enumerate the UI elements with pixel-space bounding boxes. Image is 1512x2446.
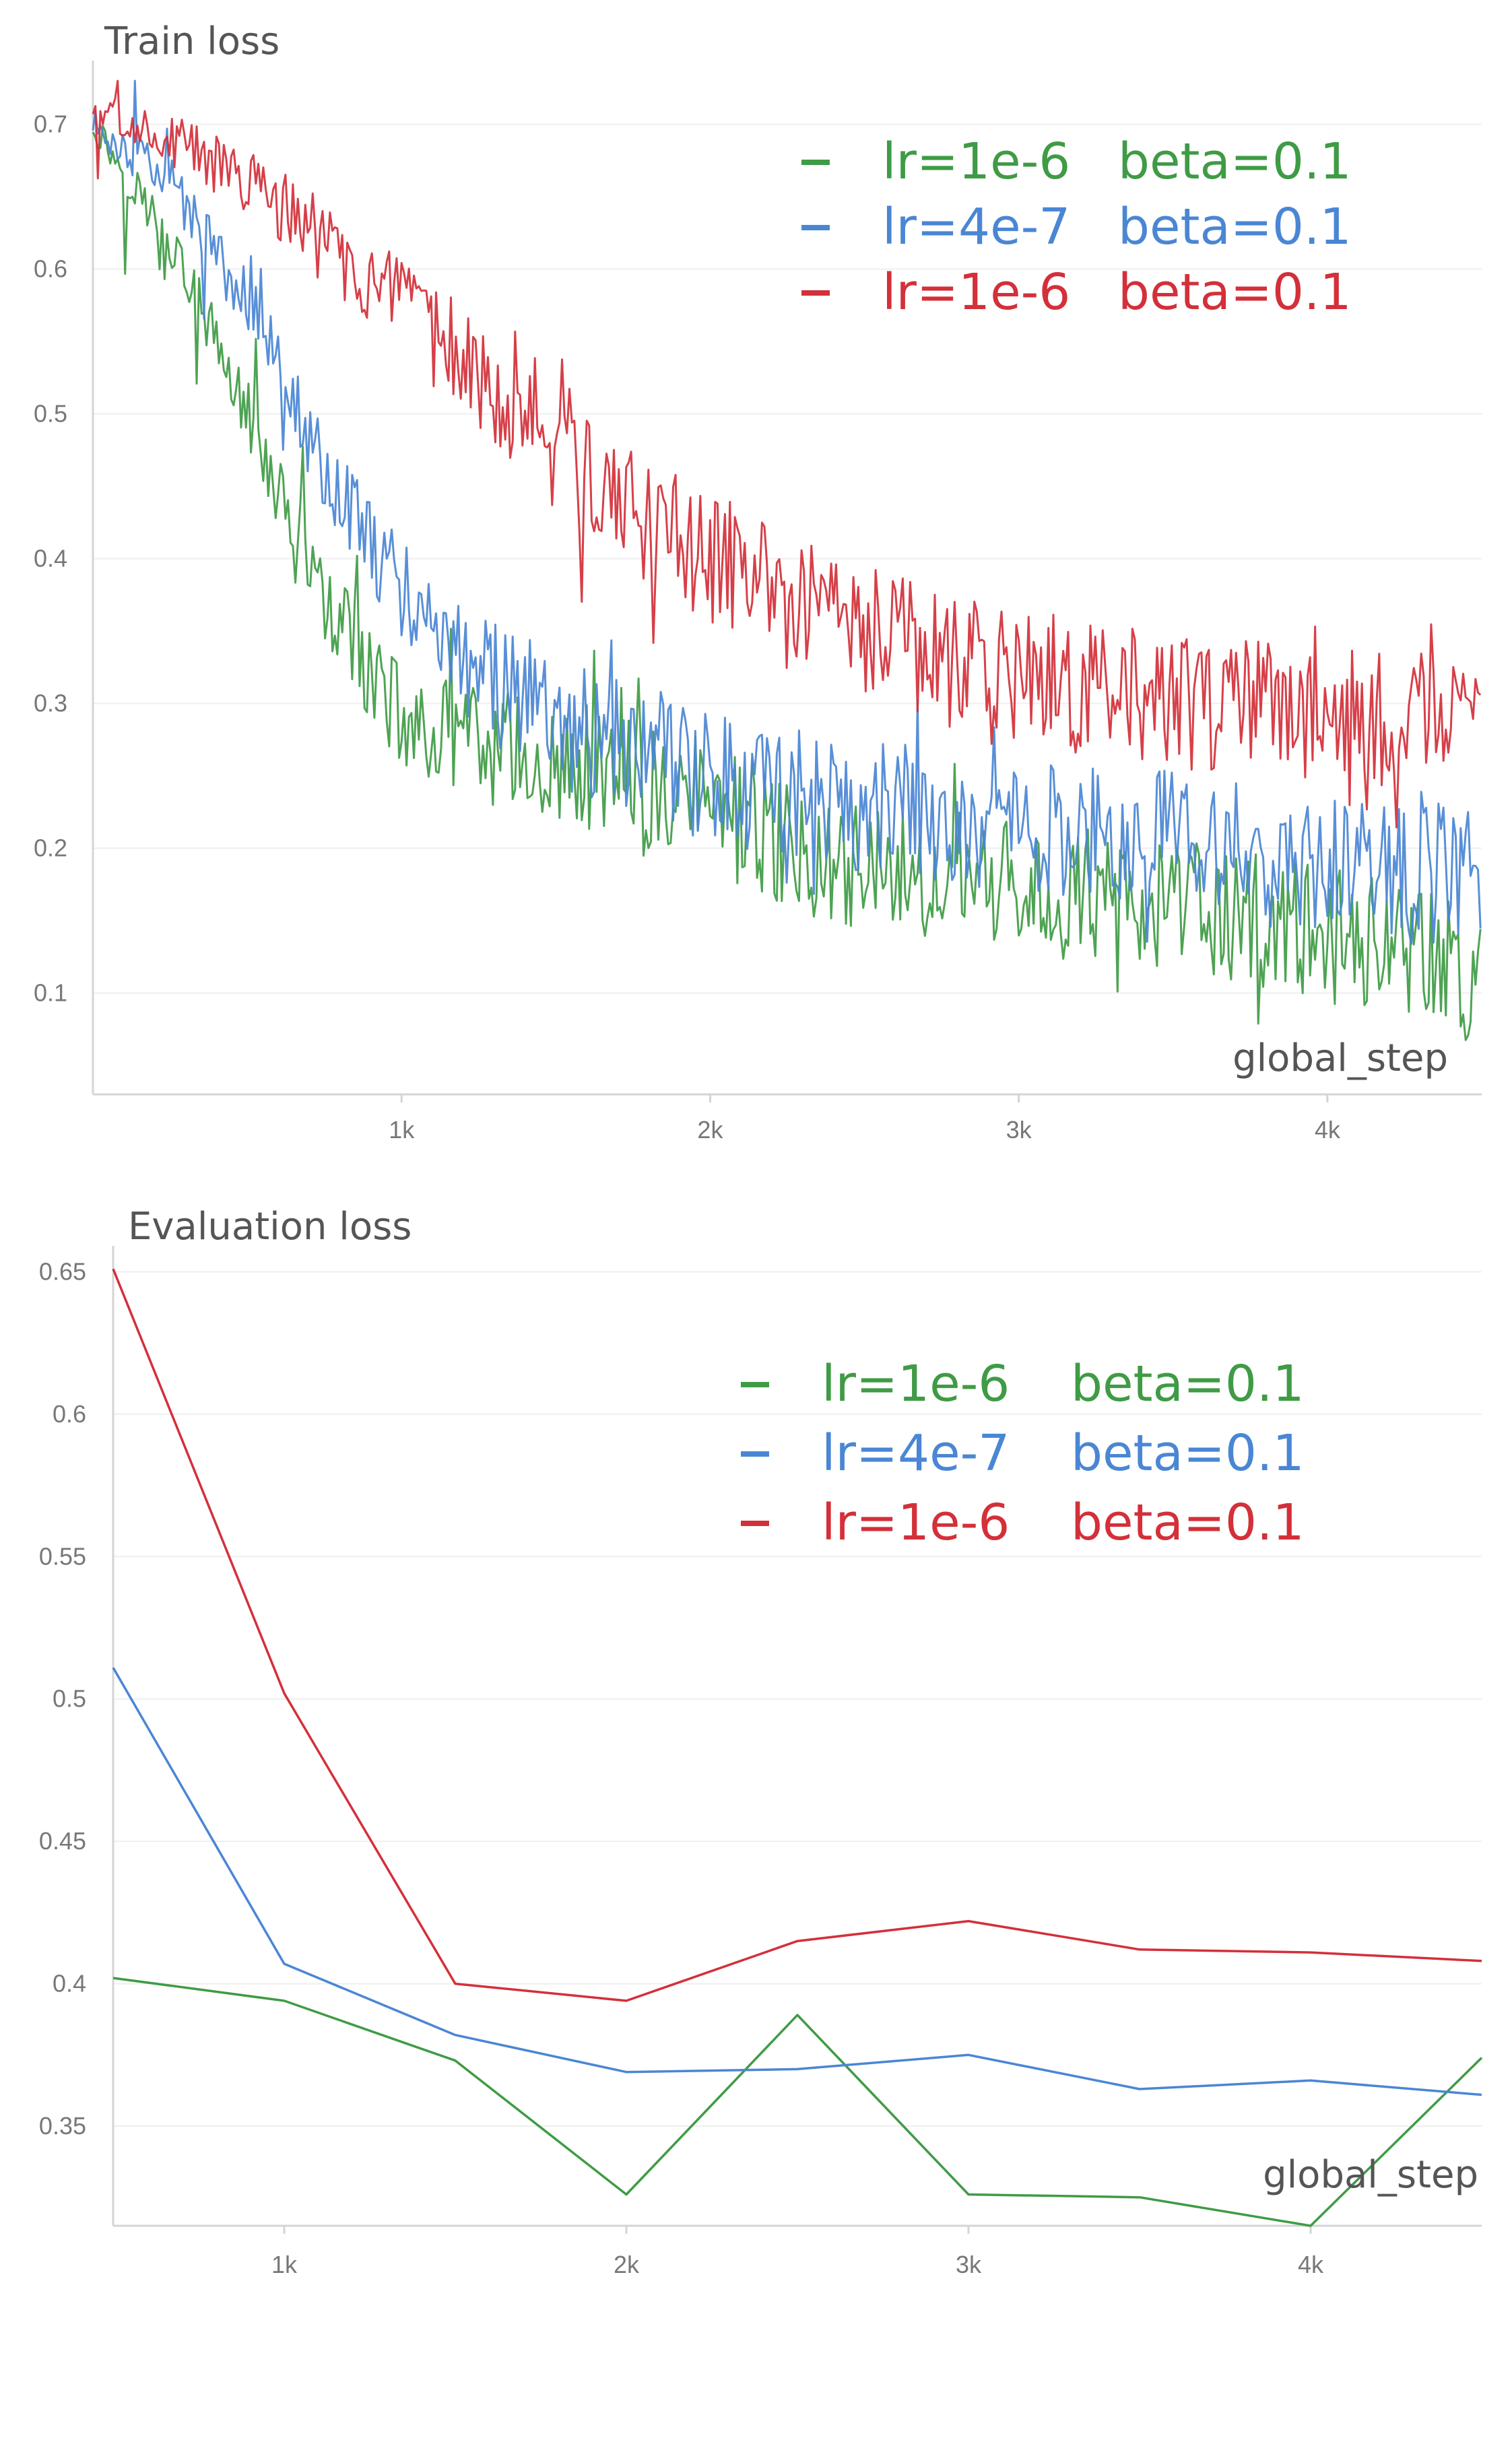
eval-legend: lr=1e-6 beta=0.1 lr=4e-7 beta=0.1 lr=1e-6 bet… (741, 1355, 1305, 1552)
train-series-group (92, 79, 1482, 1041)
eval-series-line-2 (112, 1268, 1482, 2002)
train-loss-svg: 0.1 0.2 0.3 0.4 0.5 0.6 0.7 1k 2k 3k 4k Train loss g… (34, 20, 1482, 1144)
eval-x-tick-label: 1k (271, 2251, 298, 2278)
train-x-tick-label: 2k (697, 1116, 723, 1144)
eval-series-group (112, 1268, 1483, 2227)
eval-x-tick-label: 4k (1298, 2251, 1324, 2278)
eval-chart-title: Evaluation loss (128, 1205, 412, 1249)
eval-series-line-0 (112, 1977, 1483, 2227)
train-y-tick-label: 0.1 (34, 979, 67, 1007)
train-legend: lr=1e-6 beta=0.1 lr=4e-7 beta=0.1 lr=1e-6 bet… (801, 133, 1352, 321)
eval-legend-label-lr: lr=4e-7 (822, 1424, 1010, 1482)
train-loss-chart: 0.1 0.2 0.3 0.4 0.5 0.6 0.7 1k 2k 3k 4k Train loss g… (0, 0, 1512, 1158)
train-x-tick-label: 3k (1006, 1116, 1032, 1144)
train-x-tick-label: 4k (1315, 1116, 1341, 1144)
eval-y-tick-label: 0.35 (39, 2112, 86, 2140)
train-y-tick-label: 0.6 (34, 255, 67, 283)
eval-x-tick-label: 2k (614, 2251, 640, 2278)
eval-y-tick-label: 0.6 (53, 1400, 86, 1428)
eval-y-tick-label: 0.5 (53, 1685, 86, 1713)
evaluation-loss-chart: 0.35 0.4 0.45 0.5 0.55 0.6 0.65 1k 2k 3k 4k Evaluat… (0, 1185, 1512, 2330)
train-y-tick-label: 0.2 (34, 834, 67, 862)
train-chart-title: Train loss (104, 20, 280, 63)
train-legend-label-lr: lr=4e-7 (882, 198, 1070, 256)
eval-x-axis-label: global_step (1263, 2153, 1478, 2197)
eval-legend-label-beta: beta=0.1 (1071, 1355, 1305, 1413)
eval-legend-label-lr: lr=1e-6 (822, 1355, 1010, 1413)
eval-y-tick-label: 0.45 (39, 1827, 86, 1855)
train-y-tick-label: 0.5 (34, 400, 67, 428)
eval-series-line-1 (112, 1667, 1482, 2096)
train-y-tick-label: 0.4 (34, 545, 67, 572)
train-x-axis-label: global_step (1232, 1036, 1448, 1080)
train-y-tick-label: 0.3 (34, 690, 67, 717)
train-x-tick-label: 1k (389, 1116, 415, 1144)
eval-legend-label-lr: lr=1e-6 (822, 1494, 1010, 1552)
train-y-tick-label: 0.7 (34, 110, 67, 138)
train-series-line-1 (92, 79, 1482, 946)
eval-y-tick-label: 0.65 (39, 1257, 86, 1285)
train-series-line-0 (92, 125, 1482, 1041)
train-legend-label-lr: lr=1e-6 (882, 133, 1070, 191)
train-series-line-2 (92, 79, 1482, 828)
train-legend-label-beta: beta=0.1 (1118, 133, 1352, 191)
train-legend-label-beta: beta=0.1 (1118, 263, 1352, 321)
eval-legend-label-beta: beta=0.1 (1071, 1494, 1305, 1552)
evaluation-loss-svg: 0.35 0.4 0.45 0.5 0.55 0.6 0.65 1k 2k 3k 4k Evaluat… (39, 1205, 1483, 2278)
eval-y-tick-label: 0.55 (39, 1542, 86, 1570)
eval-x-tick-label: 3k (956, 2251, 982, 2278)
eval-y-tick-label: 0.4 (53, 1970, 86, 1997)
eval-legend-label-beta: beta=0.1 (1071, 1424, 1305, 1482)
train-legend-label-beta: beta=0.1 (1118, 198, 1352, 256)
train-legend-label-lr: lr=1e-6 (882, 263, 1070, 321)
